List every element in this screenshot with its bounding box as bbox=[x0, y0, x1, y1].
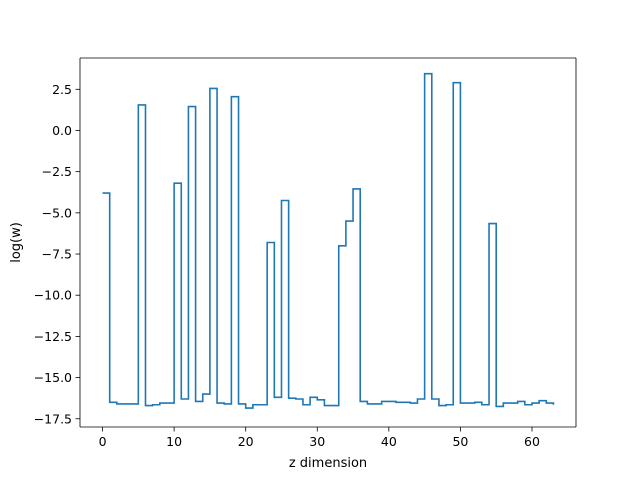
y-tick-label: −5.0 bbox=[42, 205, 72, 220]
x-tick-label: 50 bbox=[452, 434, 468, 449]
plot-area bbox=[80, 58, 576, 427]
y-tick-label: 2.5 bbox=[52, 82, 72, 97]
y-axis-label: log(w) bbox=[9, 222, 24, 263]
y-tick-label: −12.5 bbox=[34, 329, 72, 344]
x-axis-label: z dimension bbox=[289, 456, 367, 471]
x-tick-label: 30 bbox=[309, 434, 325, 449]
series-line-0 bbox=[102, 72, 555, 409]
y-tick-label: −2.5 bbox=[42, 164, 72, 179]
y-tick-label: −15.0 bbox=[34, 370, 72, 385]
x-tick-label: 0 bbox=[99, 434, 107, 449]
x-tick-label: 20 bbox=[238, 434, 254, 449]
y-tick-label: −17.5 bbox=[34, 411, 72, 426]
y-tick-label: −7.5 bbox=[42, 247, 72, 262]
x-tick-label: 10 bbox=[166, 434, 182, 449]
plot-background bbox=[80, 58, 576, 427]
axes-layer: 0 10 20 30 40 50 60 2.5 0.0 −2.5 −5.0 −7.5 −10.0 −12.… bbox=[34, 57, 577, 449]
series-layer bbox=[102, 72, 555, 409]
y-tick-label: −10.0 bbox=[34, 288, 72, 303]
x-tick-label: 40 bbox=[381, 434, 397, 449]
y-tick-label: 0.0 bbox=[52, 123, 72, 138]
x-tick-label: 60 bbox=[524, 434, 540, 449]
